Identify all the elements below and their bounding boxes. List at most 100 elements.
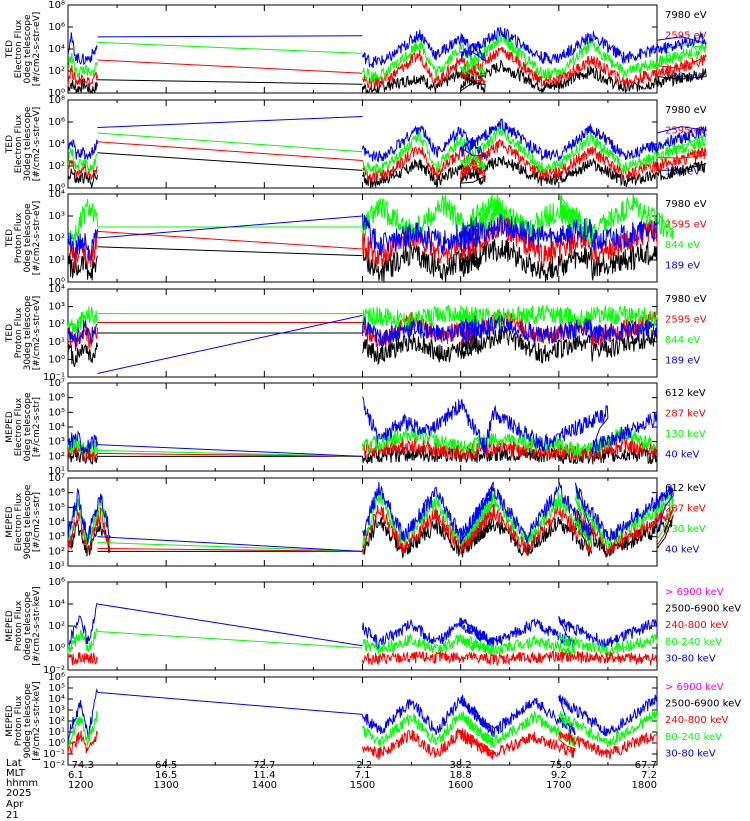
y-tick-label: 10¹	[48, 727, 65, 738]
series-line	[67, 249, 98, 281]
legend-entry: 130 keV	[665, 524, 706, 535]
series-line	[362, 487, 674, 550]
y-tick-label: 10²	[48, 621, 65, 632]
footer-mlt-label: MLT	[6, 768, 25, 779]
legend-entry: 30-80 keV	[665, 653, 716, 664]
legend-entry: 287 keV	[665, 408, 706, 419]
legend-entry: 7980 eV	[665, 105, 707, 116]
series-line	[362, 213, 658, 256]
series-line	[67, 730, 98, 755]
y-tick-label: 10³	[48, 705, 65, 716]
gap-line	[97, 542, 363, 552]
series-line	[67, 687, 98, 740]
gap-line	[97, 449, 363, 457]
y-axis-label: TED	[5, 40, 15, 59]
y-tick-label: 10⁶	[48, 672, 65, 683]
series-line	[67, 602, 98, 648]
series-line	[362, 481, 674, 545]
footer-mlt-value: 6.1	[68, 770, 84, 781]
y-tick-label: 10⁰	[48, 277, 65, 288]
y-tick-label: 10⁴	[48, 284, 65, 295]
series-line	[362, 155, 707, 189]
series-line	[67, 230, 98, 271]
y-tick-label: 10⁴	[48, 189, 65, 200]
y-tick-label: 10²	[48, 451, 65, 462]
y-axis-label: [#/cm2-s-str-keV]	[32, 681, 42, 760]
legend-entry: 844 eV	[665, 335, 700, 346]
footer-lat-value: 72.7	[253, 760, 275, 771]
series-line	[362, 138, 707, 183]
y-axis-label: 30deg telescope	[23, 295, 33, 370]
footer-hhmm-value: 1200	[68, 780, 93, 791]
legend-entry: 612 keV	[665, 388, 706, 399]
y-axis-label: MEPED	[5, 506, 15, 538]
y-tick-label: 10⁻²	[43, 760, 65, 771]
footer-mlt-value: 7.2	[641, 770, 657, 781]
series-line	[67, 148, 98, 174]
gap-line	[97, 35, 363, 38]
y-tick-label: 10²	[48, 546, 65, 557]
legend-entry: 7980 eV	[665, 294, 707, 305]
y-tick-label: 10⁵	[48, 502, 65, 513]
legend-entry: 189 eV	[665, 355, 700, 366]
y-tick-label: 10²	[48, 66, 65, 77]
footer-hhmm-value: 1400	[252, 780, 277, 791]
y-tick-label: 10⁰	[48, 738, 65, 749]
footer-hhmm-value: 1300	[153, 780, 178, 791]
series-line	[362, 650, 658, 666]
gap-line	[97, 314, 363, 374]
y-axis-label: MEPED	[5, 705, 15, 737]
y-axis-label: TED	[5, 229, 15, 248]
y-axis-label: [#/cm2-s-str]	[32, 492, 42, 552]
legend-entry: 30-80 keV	[665, 748, 716, 759]
y-axis-label: Proton Flux	[14, 600, 24, 651]
series-line	[362, 59, 707, 95]
series-line	[362, 125, 708, 175]
series-line	[67, 168, 98, 188]
gap-line	[97, 230, 363, 250]
gap-line	[97, 603, 363, 647]
gap-line	[97, 116, 363, 128]
y-tick-label: 10⁰	[48, 643, 65, 654]
y-tick-label: 10⁴	[48, 694, 65, 705]
y-axis-label: Electron Flux	[14, 114, 24, 173]
gap-line	[97, 547, 363, 552]
footer-hhmm-label: hhmm	[6, 778, 39, 789]
gap-line	[97, 215, 363, 239]
y-tick-label: 10⁰	[48, 354, 65, 365]
series-line	[67, 32, 98, 66]
y-axis-label: MEPED	[5, 610, 15, 642]
y-tick-label: 10³	[48, 211, 65, 222]
y-axis-label: [#/cm2-s-str-keV]	[32, 586, 42, 665]
series-line	[362, 709, 658, 749]
y-axis-label: 30deg telescope	[23, 106, 33, 181]
y-tick-label: 10¹	[48, 255, 65, 266]
series-line	[362, 117, 707, 163]
legend-entry: 287 keV	[665, 503, 706, 514]
gap-line	[97, 246, 363, 257]
footer-date: 2025 Apr 21	[6, 788, 32, 821]
y-tick-label: 10⁻¹	[43, 372, 65, 383]
gap-line	[97, 152, 363, 171]
y-tick-label: 10⁶	[48, 22, 65, 33]
legend-entry: 844 eV	[665, 51, 700, 62]
gap-line	[97, 444, 363, 457]
y-tick-label: 10⁷	[48, 378, 65, 389]
footer-mlt-value: 18.8	[450, 770, 472, 781]
series-line	[362, 616, 658, 651]
y-tick-label: 10⁻²	[43, 665, 65, 676]
gap-line	[97, 59, 363, 74]
legend-entry: 2500-6900 keV	[665, 699, 741, 710]
series-line	[67, 229, 98, 262]
y-axis-label: 0deg telescope	[23, 591, 33, 661]
legend-entry: 2595 eV	[665, 30, 707, 41]
series-line	[67, 519, 111, 557]
y-tick-label: 10³	[48, 532, 65, 543]
y-tick-label: 10³	[48, 302, 65, 313]
y-axis-label: [#/cm2-s-str-eV]	[32, 296, 42, 371]
series-line	[362, 325, 658, 366]
y-tick-label: 10⁴	[48, 599, 65, 610]
y-axis-label: TED	[5, 135, 15, 154]
y-tick-label: 10⁸	[48, 95, 65, 106]
y-axis-label: 90deg telescope	[23, 683, 33, 758]
